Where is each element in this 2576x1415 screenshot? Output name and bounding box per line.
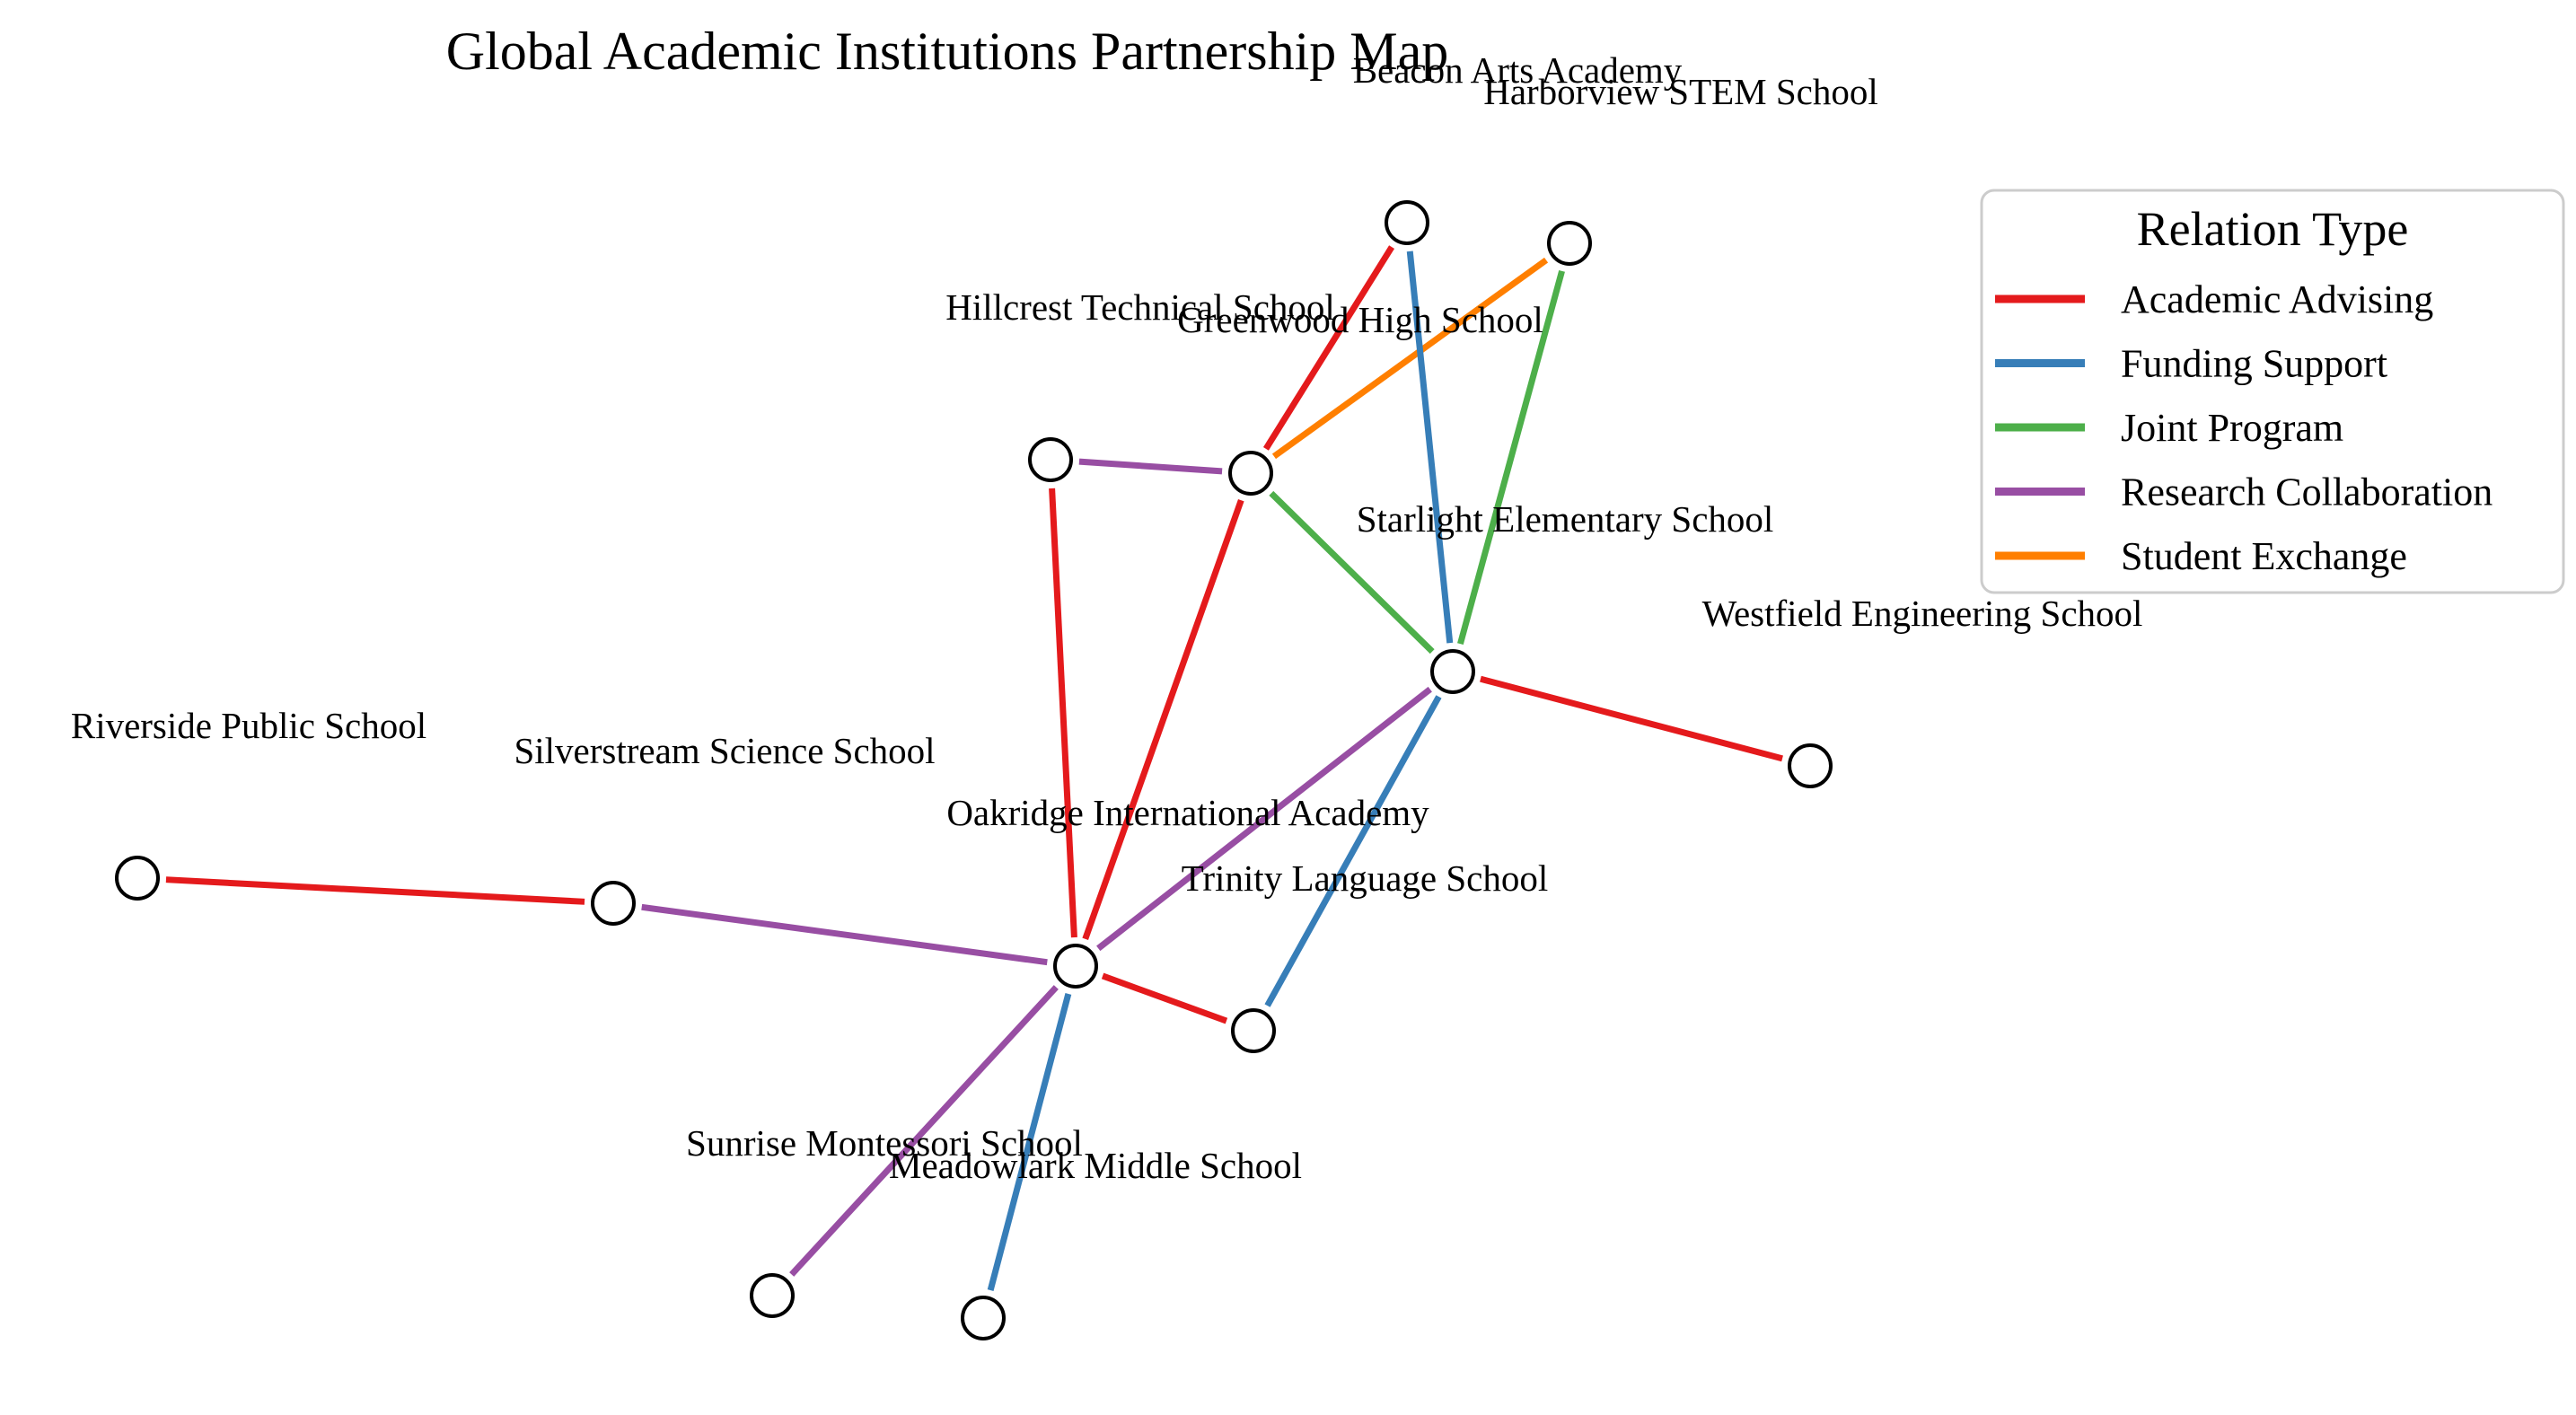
edge-greenwood-starlight	[1269, 490, 1435, 655]
node-hillcrest	[1028, 437, 1073, 482]
node-label-hillcrest: Hillcrest Technical School	[945, 286, 1335, 328]
edge-starlight-oakridge	[1096, 686, 1432, 952]
edge-harborview-starlight	[1457, 269, 1565, 646]
edge-oakridge-trinity	[1101, 972, 1228, 1024]
nodes-layer	[115, 200, 1833, 1340]
node-beacon	[1385, 200, 1429, 245]
node-meadowlark	[961, 1296, 1006, 1340]
legend-frame	[1980, 189, 2565, 594]
edge-oakridge-sunrise	[789, 985, 1059, 1277]
legend-items: Academic Advising Funding Support Joint Pr…	[1995, 277, 2492, 578]
edge-greenwood-oakridge	[1082, 498, 1244, 941]
edge-oakridge-meadowlark	[987, 993, 1072, 1291]
edge-hillcrest-oakridge	[1049, 488, 1077, 938]
node-label-starlight: Starlight Elementary School	[1357, 498, 1774, 540]
node-label-harborview: Harborview STEM School	[1483, 71, 1878, 112]
node-starlight	[1430, 649, 1475, 694]
edge-greenwood-harborview	[1271, 257, 1549, 460]
edge-greenwood-beacon	[1262, 245, 1395, 451]
legend-label-0: Academic Advising	[2121, 277, 2433, 321]
node-silverstream	[591, 881, 636, 926]
node-westfield	[1788, 743, 1833, 788]
node-sunrise	[750, 1273, 795, 1318]
edge-hillcrest-greenwood	[1078, 458, 1223, 475]
legend: Relation Type Academic Advising Funding S…	[1980, 189, 2565, 594]
node-label-riverside: Riverside Public School	[71, 705, 426, 746]
node-oakridge	[1053, 944, 1098, 989]
legend-label-3: Research Collaboration	[2121, 470, 2492, 514]
node-trinity	[1231, 1008, 1276, 1053]
legend-title: Relation Type	[2137, 202, 2409, 256]
edge-starlight-trinity	[1264, 695, 1442, 1007]
edge-riverside-silverstream	[165, 876, 585, 905]
node-riverside	[115, 856, 160, 901]
node-label-silverstream: Silverstream Science School	[514, 730, 935, 771]
edge-beacon-starlight	[1406, 250, 1454, 644]
node-label-greenwood: Greenwood High School	[1177, 299, 1543, 340]
node-label-sunrise: Sunrise Montessori School	[686, 1122, 1083, 1164]
node-label-beacon: Beacon Arts Academy	[1353, 49, 1683, 91]
node-label-trinity: Trinity Language School	[1182, 857, 1548, 899]
node-label-meadowlark: Meadowlark Middle School	[889, 1145, 1302, 1186]
edge-starlight-westfield	[1480, 675, 1783, 762]
edges-layer	[165, 245, 1783, 1291]
diagram-title: Global Academic Institutions Partnership…	[446, 22, 1448, 81]
node-harborview	[1547, 221, 1592, 266]
legend-label-2: Joint Program	[2121, 406, 2343, 450]
node-label-westfield: Westfield Engineering School	[1702, 593, 2143, 634]
node-label-oakridge: Oakridge International Academy	[946, 792, 1429, 833]
edge-silverstream-oakridge	[641, 903, 1048, 966]
node-greenwood	[1228, 451, 1273, 496]
legend-label-1: Funding Support	[2121, 342, 2387, 386]
legend-label-4: Student Exchange	[2121, 534, 2407, 578]
